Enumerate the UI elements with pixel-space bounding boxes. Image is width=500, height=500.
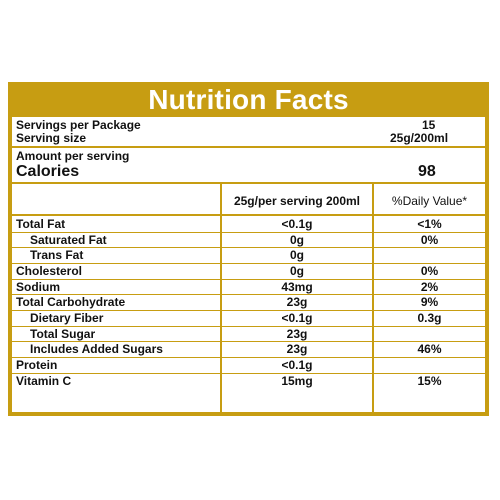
nutrient-label: Cholesterol (16, 264, 83, 278)
table-row: Saturated Fat 0g 0% (12, 233, 485, 248)
nutrient-value: 23g (286, 327, 308, 341)
nutrient-label: Protein (16, 358, 58, 372)
column-divider (372, 184, 374, 412)
row-divider (12, 263, 485, 264)
nutrient-daily-value: 0% (420, 233, 439, 247)
column-header-daily-value: %Daily Value* (391, 194, 468, 208)
nutrient-value: <0.1g (281, 311, 313, 325)
nutrient-daily-value: 46% (417, 342, 442, 356)
nutrient-value: 0g (289, 264, 304, 278)
table-row: Total Fat <0.1g <1% (12, 217, 485, 232)
nutrient-label: Vitamin C (16, 374, 72, 388)
table-row: Vitamin C 15mg 15% (12, 374, 485, 389)
nutrient-value: 23g (286, 295, 308, 309)
servings-per-package-value: 15 (422, 118, 436, 132)
nutrient-daily-value: 9% (420, 295, 439, 309)
table-row: Protein <0.1g (12, 358, 485, 373)
nutrient-value: 15mg (281, 374, 313, 388)
nutrient-daily-value: <1% (417, 217, 442, 231)
column-divider (220, 184, 222, 412)
row-divider (12, 294, 485, 295)
amount-per-serving-label: Amount per serving (16, 149, 130, 163)
header-divider (12, 214, 485, 216)
nutrient-value: 23g (286, 342, 308, 356)
calories-section: Amount per serving Calories 98 (12, 148, 485, 182)
row-divider (12, 357, 485, 358)
row-divider (12, 341, 485, 342)
column-header-serving: 25g/per serving 200ml (233, 194, 361, 208)
servings-per-package-label: Servings per Package (16, 118, 141, 132)
table-row: Includes Added Sugars 23g 46% (12, 342, 485, 357)
nutrient-label: Trans Fat (30, 248, 84, 262)
servings-section: Servings per Package 15 Serving size 25g… (12, 117, 485, 146)
nutrient-label: Total Fat (16, 217, 66, 231)
nutrient-daily-value: 2% (420, 280, 439, 294)
calories-value: 98 (418, 163, 436, 180)
nutrition-facts-panel: Nutrition Facts Servings per Package 15 … (8, 82, 489, 416)
nutrient-label: Includes Added Sugars (30, 342, 163, 356)
nutrient-label: Total Carbohydrate (16, 295, 126, 309)
row-divider (12, 279, 485, 280)
row-divider (12, 310, 485, 311)
nutrient-daily-value: 0.3g (417, 311, 442, 325)
row-divider (12, 326, 485, 327)
row-divider (12, 373, 485, 374)
nutrient-label: Saturated Fat (30, 233, 107, 247)
calories-label: Calories (16, 163, 80, 180)
nutrient-daily-value: 0% (420, 264, 439, 278)
table-row: Total Sugar 23g (12, 327, 485, 342)
table-row: Trans Fat 0g (12, 248, 485, 263)
nutrient-label: Sodium (16, 280, 60, 294)
nutrient-value: 0g (289, 248, 304, 262)
nutrient-value: <0.1g (281, 217, 313, 231)
serving-size-value: 25g/200ml (390, 131, 449, 145)
row-divider (12, 247, 485, 248)
nutrient-value: <0.1g (281, 358, 313, 372)
table-row: Dietary Fiber <0.1g 0.3g (12, 311, 485, 326)
nutrient-daily-value: 15% (417, 374, 442, 388)
table-row: Total Carbohydrate 23g 9% (12, 295, 485, 310)
nutrient-table: 25g/per serving 200ml %Daily Value* Tota… (12, 184, 485, 412)
serving-size-label: Serving size (16, 131, 87, 145)
row-divider (12, 232, 485, 233)
table-row: Cholesterol 0g 0% (12, 264, 485, 279)
table-row: Sodium 43mg 2% (12, 280, 485, 295)
nutrient-value: 43mg (281, 280, 313, 294)
nutrient-label: Total Sugar (30, 327, 96, 341)
nutrition-facts-title: Nutrition Facts (148, 84, 349, 115)
nutrient-value: 0g (289, 233, 304, 247)
nutrient-label: Dietary Fiber (30, 311, 104, 325)
